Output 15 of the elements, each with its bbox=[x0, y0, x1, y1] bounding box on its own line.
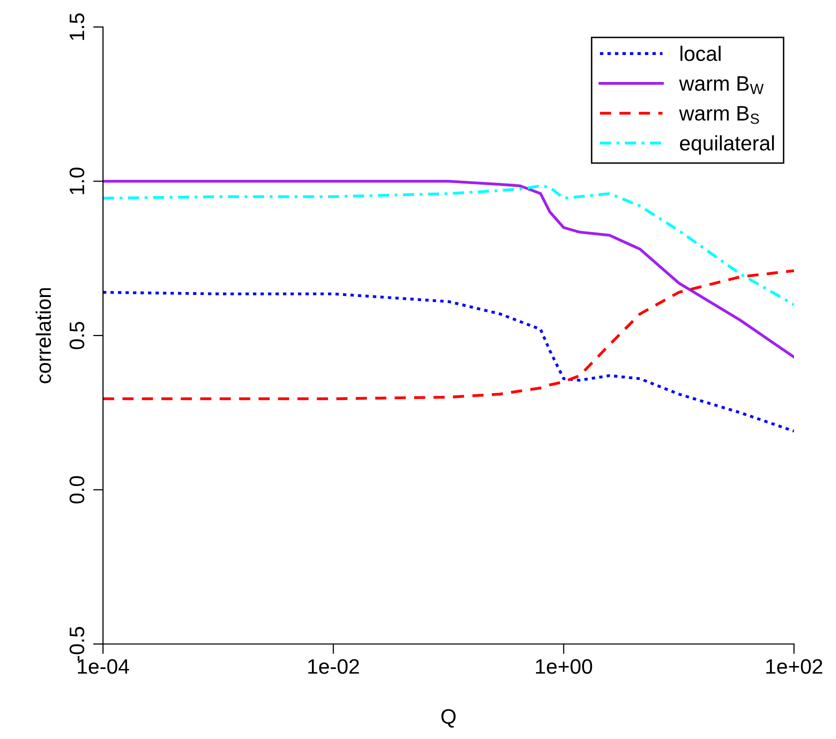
legend-label: equilateral bbox=[680, 135, 774, 155]
x-tick-label: 1e+02 bbox=[766, 659, 822, 674]
x-axis-title: Q bbox=[441, 709, 456, 728]
legend-label: warm B$_{W}$ bbox=[679, 76, 764, 94]
x-tick-label: 1e+00 bbox=[536, 659, 592, 674]
y-tick-label: 0.0 bbox=[70, 476, 84, 504]
legend-label: local bbox=[680, 46, 721, 62]
x-tick-label: 1e-04 bbox=[78, 659, 130, 674]
y-axis-title: correlation bbox=[36, 288, 51, 384]
legend-label: warm B$_{S}$ bbox=[679, 106, 759, 124]
x-tick-label: 1e-02 bbox=[308, 659, 359, 674]
y-tick-label: -0.5 bbox=[70, 626, 84, 662]
y-tick-label: 0.5 bbox=[70, 322, 84, 350]
y-tick-label: 1.5 bbox=[70, 13, 84, 40]
y-tick-label: 1.0 bbox=[70, 168, 84, 194]
